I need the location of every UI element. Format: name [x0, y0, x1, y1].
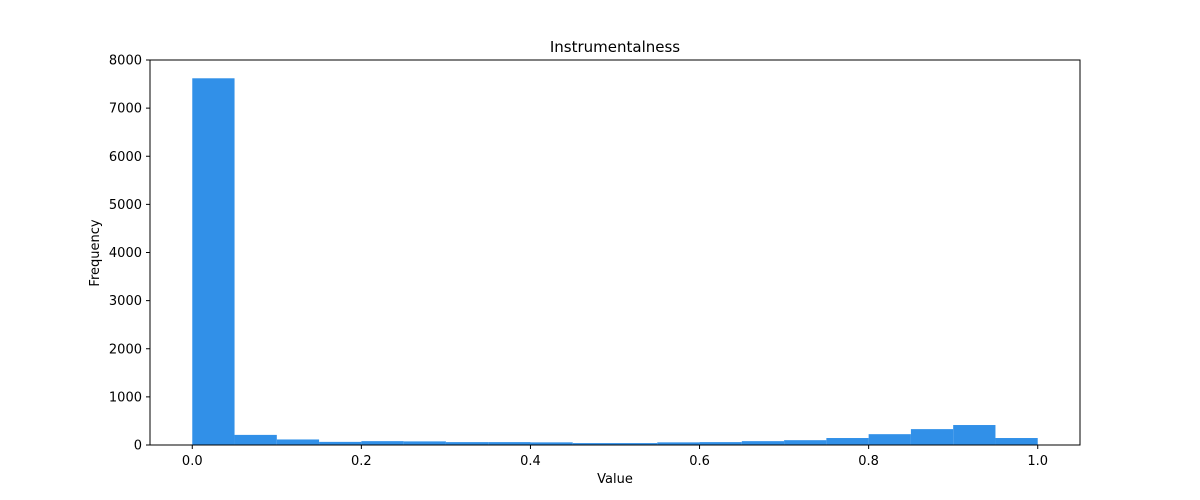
- bars-group: [192, 78, 1038, 445]
- histogram-bar-19: [995, 438, 1038, 445]
- histogram-bar-4: [361, 441, 404, 445]
- y-tick-label-6: 6000: [109, 150, 142, 165]
- x-axis-ticks: 0.0 0.2 0.4 0.6 0.8 1.0: [182, 445, 1048, 469]
- y-axis-ticks: 0 1000 2000 3000 4000 5000 6000 7000 8000: [109, 54, 150, 454]
- chart-title: Instrumentalness: [550, 38, 680, 56]
- y-tick-label-2: 2000: [109, 342, 142, 357]
- histogram-bar-13: [741, 441, 785, 445]
- histogram-bar-17: [910, 429, 954, 445]
- histogram-bar-1: [234, 434, 277, 445]
- histogram-bar-6: [445, 442, 489, 445]
- x-tick-label-1: 0.2: [351, 454, 372, 469]
- x-tick-label-0: 0.0: [182, 454, 203, 469]
- y-tick-label-3: 3000: [109, 294, 142, 309]
- histogram-bar-2: [276, 439, 320, 445]
- y-tick-label-7: 7000: [109, 102, 142, 117]
- histogram-bar-9: [572, 443, 615, 445]
- histogram-bar-7: [488, 442, 531, 445]
- histogram-bar-15: [826, 438, 869, 445]
- histogram-bar-0: [192, 78, 235, 445]
- y-tick-label-1: 1000: [109, 390, 142, 405]
- x-axis-label: Value: [597, 472, 633, 487]
- histogram-bar-14: [784, 440, 827, 445]
- histogram-bar-8: [530, 442, 573, 445]
- x-tick-label-3: 0.6: [689, 454, 710, 469]
- y-tick-label-8: 8000: [109, 54, 142, 69]
- histogram-bar-10: [615, 443, 658, 445]
- histogram-bar-16: [868, 434, 911, 445]
- plot-area-frame: [149, 59, 1081, 446]
- histogram-bar-11: [657, 442, 700, 445]
- y-axis-label: Frequency: [88, 219, 103, 286]
- histogram-bar-3: [319, 441, 362, 445]
- x-tick-label-5: 1.0: [1027, 454, 1048, 469]
- y-tick-label-5: 5000: [109, 198, 142, 213]
- y-tick-label-0: 0: [134, 439, 142, 454]
- histogram-bar-18: [953, 425, 996, 445]
- y-tick-label-4: 4000: [109, 246, 142, 261]
- x-tick-label-4: 0.8: [858, 454, 879, 469]
- histogram-bar-5: [403, 441, 446, 445]
- x-tick-label-2: 0.4: [520, 454, 541, 469]
- histogram-bar-12: [699, 442, 742, 445]
